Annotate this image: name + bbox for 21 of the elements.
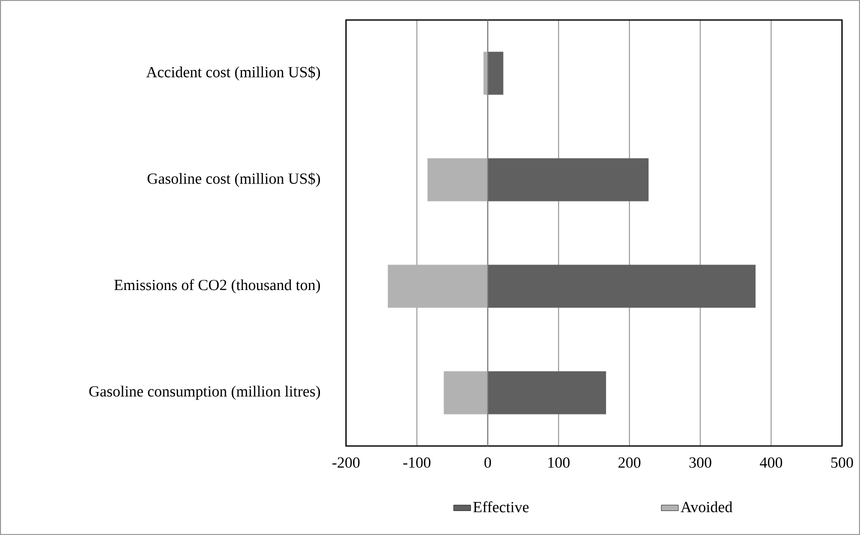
x-tick-label: -200	[332, 457, 360, 468]
y-tick-label: Accident cost (million US$)	[146, 66, 320, 80]
bar	[388, 264, 488, 308]
bar	[444, 371, 488, 414]
x-tick-label: 300	[689, 457, 712, 468]
x-tick-label: 100	[548, 457, 570, 468]
bar	[488, 264, 756, 308]
y-tick-label: Emissions of CO2 (thousand ton)	[114, 279, 320, 294]
legend-label: Effective	[473, 501, 529, 512]
bar	[488, 371, 606, 414]
x-tick-label: -100	[403, 457, 430, 468]
y-tick-label: Gasoline cost (million US$)	[148, 172, 320, 187]
bar	[488, 52, 504, 95]
x-tick-label: 500	[831, 457, 853, 468]
legend-label: Avoided	[680, 501, 732, 512]
bar	[427, 158, 488, 202]
y-tick-label: Gasoline consumption (million litres)	[89, 386, 320, 400]
x-tick-label: 0	[484, 457, 491, 468]
bar	[488, 158, 649, 202]
x-tick-label: 400	[760, 457, 782, 468]
x-tick-label: 200	[618, 457, 640, 468]
